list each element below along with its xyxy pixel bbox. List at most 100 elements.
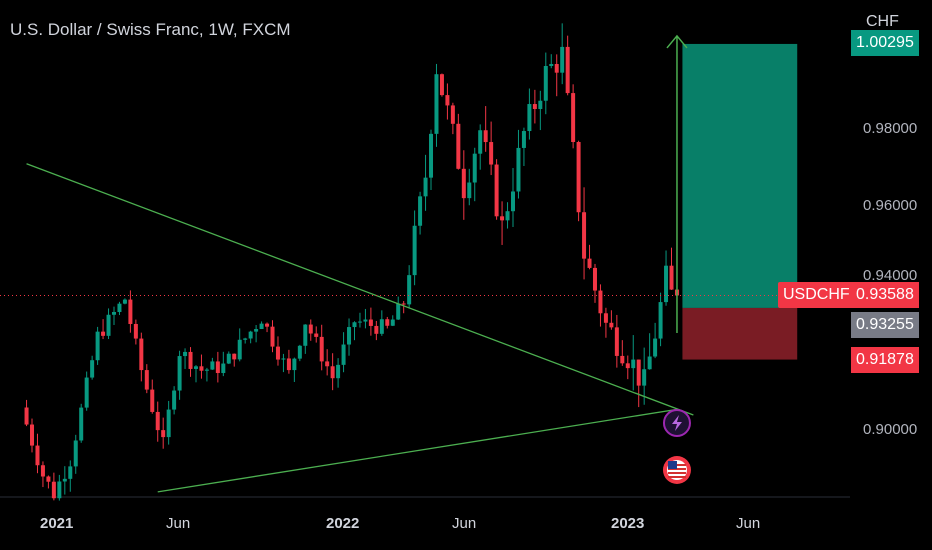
flag-canton [667,461,677,469]
candle-down [188,351,193,369]
candle-up [166,409,171,438]
candle-up [390,319,395,326]
candle-down [265,323,270,327]
candle-down [101,331,106,336]
candle-up [505,211,510,221]
candle-up [658,302,663,339]
target-price-tag: 1.00295 [851,30,919,56]
currency-label: CHF [866,13,899,30]
y-tick-label: 0.96000 [863,197,918,214]
candle-up [57,481,62,499]
candle-down [314,333,319,337]
symbol-tag[interactable]: USDCHF [778,282,855,308]
candle-up [248,331,253,339]
candle-down [385,319,390,326]
entry-price-tag: 0.93255 [851,312,919,338]
candlestick-series [24,23,679,501]
chart-title: U.S. Dollar / Swiss Franc, 1W, FXCM [10,20,291,39]
candle-down [456,123,461,169]
candle-up [407,275,412,305]
candle-down [450,105,455,124]
trendline[interactable] [157,408,678,493]
candle-up [122,299,127,304]
candle-down [308,324,313,334]
candle-up [560,46,565,73]
candle-up [210,361,215,370]
candle-down [319,336,324,362]
candle-up [259,323,264,330]
candle-up [363,319,368,322]
candle-down [40,465,45,477]
candle-up [336,364,341,379]
stop-zone[interactable] [682,307,798,360]
candle-down [609,322,614,328]
trendline[interactable] [26,163,694,416]
candle-down [489,142,494,165]
candle-down [587,258,592,268]
candle-up [472,153,477,183]
candle-up [511,191,515,212]
target-zone[interactable] [682,43,798,308]
candle-down [439,74,444,96]
candle-up [177,356,182,391]
candle-up [631,359,636,369]
candle-up [516,147,521,192]
candle-up [538,100,543,109]
candle-up [429,133,434,178]
candle-down [625,363,630,369]
candle-up [292,358,297,371]
candle-up [183,351,188,357]
candle-up [221,363,226,374]
x-tick-label: 2022 [326,515,360,532]
candle-down [565,46,570,94]
candle-up [204,369,209,371]
candle-down [620,355,625,364]
candle-up [193,366,198,369]
candle-down [401,303,406,305]
last-price-tag: 0.93588 [851,282,919,308]
candle-up [418,196,423,226]
x-tick-label: Jun [452,515,477,532]
candle-down [603,313,608,323]
candle-up [237,339,242,360]
stop-price-tag: 0.91878 [851,347,919,373]
candle-up [106,314,111,336]
candle-down [571,93,576,142]
candle-up [254,329,259,332]
candle-down [133,323,138,339]
candle-down [325,361,330,367]
target-arrow-head [666,34,688,49]
candle-down [35,445,40,466]
candle-up [73,440,78,467]
candle-down [150,389,155,412]
candle-down [368,319,373,326]
candle-up [653,338,658,357]
y-tick-label: 0.90000 [863,421,918,438]
candle-down [155,411,160,431]
candle-up [68,466,73,479]
trendlines[interactable] [26,163,694,493]
candle-up [172,390,177,410]
candle-down [483,130,488,143]
candle-up [434,74,439,134]
candle-down [636,359,641,386]
y-tick-label: 0.94000 [863,267,918,284]
candle-down [598,290,603,314]
candle-down [582,212,587,259]
candle-up [243,338,248,340]
candle-down [330,366,335,379]
candle-up [396,303,401,320]
candle-up [79,407,84,441]
candle-up [303,324,308,346]
candle-down [494,164,499,217]
candle-up [84,377,89,408]
candle-down [374,325,379,334]
long-position-zones[interactable] [682,43,798,360]
candle-up [664,265,669,303]
candle-down [576,141,581,213]
x-tick-label: 2021 [40,515,74,532]
candle-up [467,182,472,199]
candle-up [226,353,231,364]
candle-up [642,369,647,386]
